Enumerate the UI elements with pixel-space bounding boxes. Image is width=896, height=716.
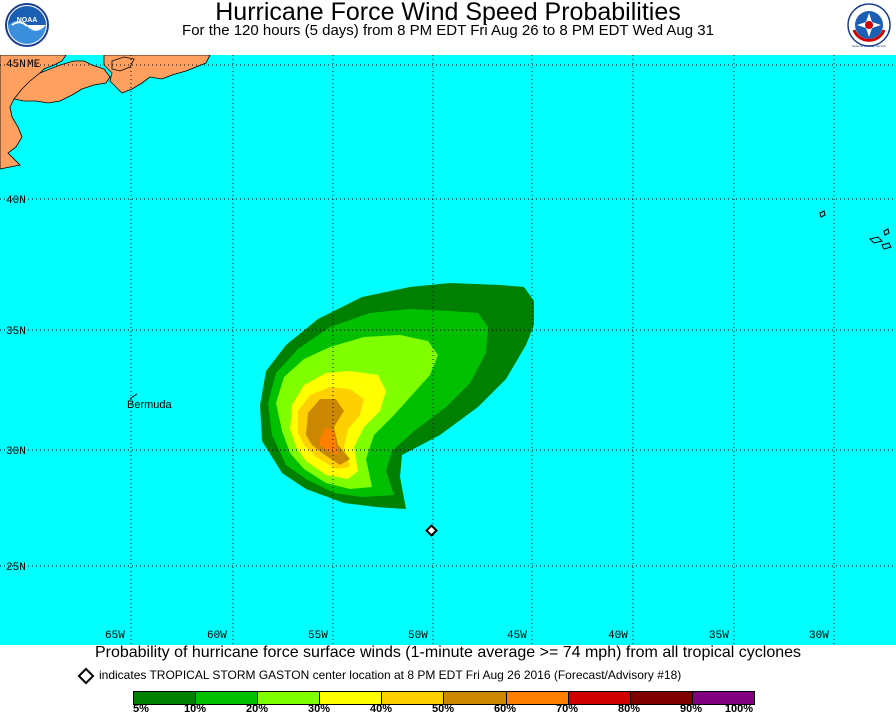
- noaa-logo-text: NOAA: [17, 17, 38, 24]
- legend-swatch: [506, 692, 569, 704]
- land-maine: [0, 55, 67, 170]
- legend-swatch: [134, 692, 197, 704]
- island-azores-1: [819, 210, 826, 218]
- bermuda-label: Bermuda: [127, 399, 173, 411]
- legend-label: 70%: [555, 703, 579, 715]
- legend-label: 90%: [679, 703, 703, 715]
- contour-60-percent: [320, 427, 338, 455]
- legend-swatch: [382, 692, 445, 704]
- legend-swatch: [692, 692, 754, 704]
- lat-label-35n: 35N: [6, 326, 26, 338]
- legend-label: 5%: [133, 703, 149, 715]
- lon-label-65w: 65W: [105, 630, 125, 642]
- island-azores-4: [881, 242, 892, 250]
- lon-label-60w: 60W: [207, 630, 227, 642]
- storm-center-marker: [425, 524, 438, 537]
- legend-label: 80%: [617, 703, 641, 715]
- lon-label-30w: 30W: [809, 630, 829, 642]
- lat-label-30n: 30N: [6, 446, 26, 458]
- land-cape-breton: [111, 56, 135, 72]
- map-subtitle: For the 120 hours (5 days) from 8 PM EDT…: [182, 22, 714, 39]
- probability-legend: [133, 691, 755, 705]
- lat-label-40n: 40N: [6, 195, 26, 207]
- lat-label-25n: 25N: [6, 562, 26, 574]
- legend-swatch: [568, 692, 631, 704]
- storm-marker-key-icon: [77, 667, 95, 685]
- island-bermuda: [129, 393, 138, 400]
- lon-label-35w: 35W: [709, 630, 729, 642]
- island-azores-2: [869, 236, 883, 244]
- legend-label: 100%: [724, 703, 754, 715]
- grid: [0, 55, 896, 645]
- land-nova-scotia: [13, 60, 111, 104]
- legend-label: 20%: [245, 703, 269, 715]
- lon-label-40w: 40W: [608, 630, 628, 642]
- legend-label: 40%: [369, 703, 393, 715]
- legend-swatch: [320, 692, 383, 704]
- lon-label-50w: 50W: [408, 630, 428, 642]
- probability-map: 45N ME 40N 35N 30N 25N 65W 60W 55W 50W 4…: [0, 55, 896, 645]
- legend-label: 10%: [183, 703, 207, 715]
- lat-label-me: ME: [27, 59, 41, 71]
- legend-swatch: [258, 692, 321, 704]
- nws-logo-text: National Weather Service: [852, 44, 886, 48]
- map-caption: Probability of hurricane force surface w…: [94, 644, 802, 661]
- island-azores-3: [883, 228, 890, 236]
- legend-label: 50%: [431, 703, 455, 715]
- nws-logo: National Weather Service: [847, 3, 891, 48]
- legend-swatch: [630, 692, 693, 704]
- storm-note-text: indicates TROPICAL STORM GASTON center l…: [99, 668, 682, 682]
- lon-label-45w: 45W: [507, 630, 527, 642]
- legend-label: 30%: [307, 703, 331, 715]
- noaa-logo: NOAA: [5, 3, 49, 47]
- storm-note: indicates TROPICAL STORM GASTON center l…: [77, 667, 682, 685]
- lat-label-45n: 45N: [6, 59, 26, 71]
- legend-label: 60%: [493, 703, 517, 715]
- lon-label-55w: 55W: [308, 630, 328, 642]
- legend-swatch: [444, 692, 507, 704]
- legend-swatch: [196, 692, 259, 704]
- map-title: Hurricane Force Wind Speed Probabilities: [215, 0, 681, 26]
